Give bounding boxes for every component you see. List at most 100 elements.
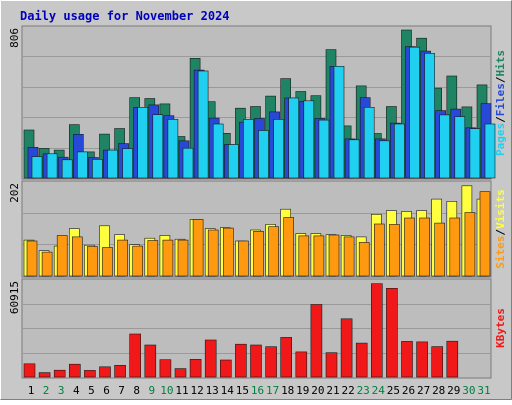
y-axis-labels: 806 202 60915 <box>8 28 21 314</box>
bar-sites-day-10 <box>162 239 174 277</box>
bar-sites-day-15 <box>238 240 249 277</box>
bar-pages-day-31 <box>484 123 496 179</box>
x-tick-label: 12 <box>190 384 203 397</box>
legend-kbytes: KBytes <box>494 308 507 348</box>
bar-pages-day-18 <box>288 97 300 179</box>
bar-sites-day-11 <box>177 239 189 277</box>
bar-pages-day-14 <box>228 144 239 179</box>
bar-sites-day-22 <box>343 236 355 277</box>
bar-kbytes-day-26 <box>401 341 413 378</box>
bar-kbytes-day-21 <box>325 352 338 378</box>
bar-sites-day-19 <box>298 235 310 277</box>
legend-sites: Sites <box>494 236 507 269</box>
x-tick-label: 13 <box>206 384 219 397</box>
bar-sites-day-3 <box>56 235 68 277</box>
bar-pages-day-17 <box>273 119 284 179</box>
bar-pages-day-21 <box>333 66 345 179</box>
bar-kbytes-day-19 <box>295 351 308 378</box>
x-tick-label: 9 <box>148 384 155 397</box>
bar-pages-day-19 <box>303 100 315 179</box>
legend-pages: Pages <box>494 123 507 156</box>
bar-kbytes-day-13 <box>204 339 217 378</box>
x-tick-label: 16 <box>251 384 264 397</box>
bar-pages-day-20 <box>318 119 330 179</box>
bar-kbytes-day-8 <box>129 333 141 378</box>
bar-sites-day-7 <box>117 239 128 277</box>
legend-hits: Hits <box>494 50 507 77</box>
x-tick-label: 28 <box>432 384 445 397</box>
bar-sites-day-17 <box>268 226 279 277</box>
bar-kbytes-day-3 <box>53 369 66 378</box>
bar-kbytes-day-20 <box>310 304 323 378</box>
legend-separator: / <box>494 76 507 83</box>
bar-pages-day-27 <box>424 52 435 179</box>
bar-kbytes-day-27 <box>416 341 428 378</box>
bar-kbytes-day-7 <box>114 364 126 378</box>
bar-pages-day-24 <box>378 140 390 179</box>
bar-kbytes-day-2 <box>38 372 51 378</box>
x-tick-label: 14 <box>221 384 235 397</box>
bar-kbytes-day-25 <box>386 287 398 378</box>
bar-kbytes-day-6 <box>99 366 111 378</box>
bar-kbytes-day-11 <box>174 368 187 378</box>
bar-kbytes-day-18 <box>280 337 293 378</box>
x-tick-label: 27 <box>417 384 430 397</box>
x-tick-label: 30 <box>462 384 475 397</box>
bar-sites-day-6 <box>102 247 113 277</box>
bar-kbytes-day-29 <box>446 340 459 378</box>
legend-visits: Visits <box>494 189 507 229</box>
bar-sites-day-12 <box>192 219 204 277</box>
bar-sites-day-13 <box>207 229 219 277</box>
x-tick-label: 22 <box>341 384 354 397</box>
bar-pages-day-2 <box>46 153 58 179</box>
chart-title: Daily usage for November 2024 <box>20 9 230 23</box>
bar-kbytes-day-12 <box>189 358 202 378</box>
y-max-label: 806 <box>8 28 21 48</box>
bar-sites-day-20 <box>313 235 325 277</box>
bar-pages-day-12 <box>197 70 209 179</box>
legend: KBytes <box>494 308 507 348</box>
x-tick-label: 1 <box>28 384 35 397</box>
bar-kbytes-day-10 <box>159 359 172 378</box>
bar-sites-day-27 <box>419 217 430 277</box>
x-tick-label: 6 <box>103 384 110 397</box>
x-tick-label: 3 <box>58 384 65 397</box>
y-max-label: 60915 <box>8 281 21 314</box>
x-tick-label: 26 <box>402 384 415 397</box>
x-tick-label: 8 <box>133 384 140 397</box>
bar-sites-day-5 <box>87 246 98 277</box>
legend-separator: / <box>494 116 507 123</box>
bar-pages-day-5 <box>92 159 103 179</box>
x-tick-label: 5 <box>88 384 95 397</box>
bar-kbytes-day-16 <box>250 344 262 378</box>
x-tick-label: 11 <box>175 384 188 397</box>
bar-kbytes-day-14 <box>220 359 232 378</box>
bar-kbytes-day-24 <box>370 283 383 378</box>
x-tick-label: 23 <box>357 384 370 397</box>
bar-pages-day-1 <box>31 156 43 179</box>
x-tick-label: 20 <box>311 384 324 397</box>
bar-pages-day-8 <box>137 107 148 179</box>
bar-pages-day-22 <box>348 139 360 179</box>
x-tick-label: 2 <box>43 384 50 397</box>
bar-sites-day-31 <box>479 191 491 277</box>
bar-pages-day-25 <box>394 123 405 179</box>
x-tick-label: 24 <box>372 384 386 397</box>
bar-pages-day-28 <box>439 114 451 179</box>
bar-sites-day-21 <box>328 234 340 277</box>
bar-sites-day-14 <box>223 227 234 277</box>
bars-layer <box>23 29 496 378</box>
bar-kbytes-day-9 <box>144 344 157 378</box>
bar-pages-day-26 <box>409 46 420 179</box>
bar-sites-day-23 <box>358 242 370 277</box>
bar-pages-day-6 <box>107 149 118 179</box>
x-tick-label: 10 <box>160 384 173 397</box>
bar-sites-day-29 <box>449 217 461 277</box>
bar-pages-day-30 <box>469 128 481 179</box>
bar-pages-day-16 <box>258 130 269 179</box>
bar-pages-day-23 <box>363 107 375 179</box>
bar-sites-day-26 <box>404 217 415 277</box>
